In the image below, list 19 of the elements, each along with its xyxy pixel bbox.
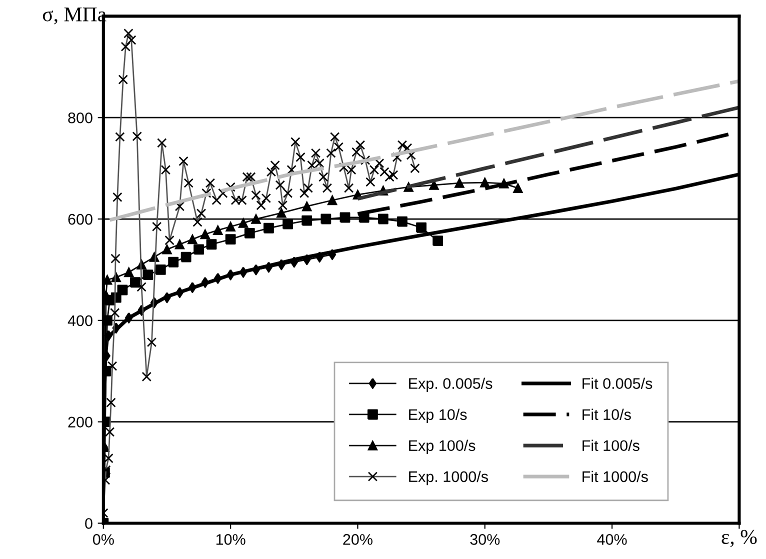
x-tick-label: 10% <box>216 534 246 545</box>
y-tick-label: 400 <box>68 315 92 326</box>
legend-label: Exp 10/s <box>409 408 467 423</box>
y-tick-label: 600 <box>68 214 92 225</box>
legend-label: Exp. 0.005/s <box>409 378 492 392</box>
legend-label: Fit 10/s <box>582 408 631 420</box>
x-tick-label: 40% <box>597 534 627 545</box>
x-tick-label: 30% <box>470 534 500 545</box>
legend-label: Fit 0.005/s <box>582 378 652 389</box>
x-tick-label: 0% <box>92 534 114 545</box>
legend-label: Fit 1000/s <box>582 470 648 482</box>
legend-label: Fit 100/s <box>582 440 640 452</box>
legend-label: Exp. 1000/s <box>409 470 488 486</box>
y-tick-label: 200 <box>68 416 92 428</box>
legend-label: Exp 100/s <box>409 440 476 454</box>
y-tick-label: 800 <box>68 112 92 124</box>
y-tick-label: 0 <box>85 518 92 529</box>
x-tick-label: 20% <box>343 534 372 545</box>
x-axis-title: ε, % <box>722 530 757 547</box>
